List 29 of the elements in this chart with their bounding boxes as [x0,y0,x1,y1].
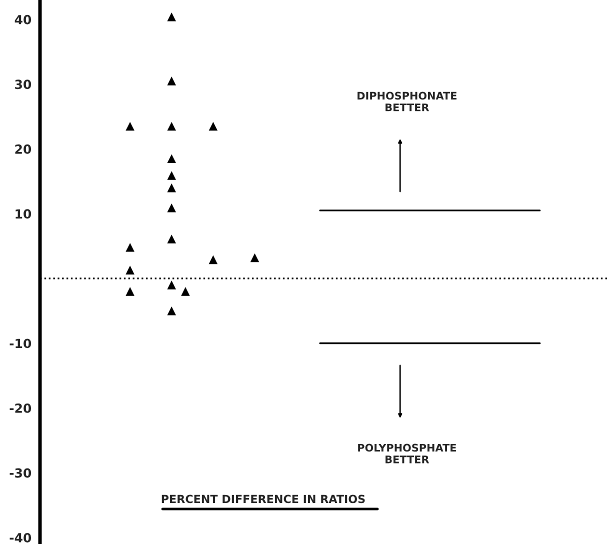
x-axis-title: PERCENT DIFFERENCE IN RATIOS [162,494,365,504]
y-tick-label: -40 [10,532,32,542]
point [167,76,176,86]
y-tick-label: 30 [15,80,32,90]
point [167,154,176,164]
y-tick-label: 40 [14,14,32,24]
point [126,266,134,274]
y-tick-label: -30 [10,468,32,478]
point [208,122,218,131]
point [126,243,134,252]
point [181,287,190,296]
point [167,183,176,192]
point [126,122,134,131]
y-tick-label: -10 [10,338,32,348]
point [167,203,176,212]
point [208,255,218,264]
y-tick-label: 10 [16,209,32,219]
point [167,280,176,290]
y-tick-label: -20 [10,403,32,413]
point [167,171,176,180]
y-tick-label: 20 [15,144,32,154]
point [167,234,176,244]
annotation: DIPHOSPHONATE BETTER [358,92,456,112]
point [126,287,134,296]
point [167,12,176,22]
point [167,306,176,316]
annotation: POLYPHOSPHATE BETTER [358,444,456,464]
point [250,253,260,262]
point [167,122,176,131]
